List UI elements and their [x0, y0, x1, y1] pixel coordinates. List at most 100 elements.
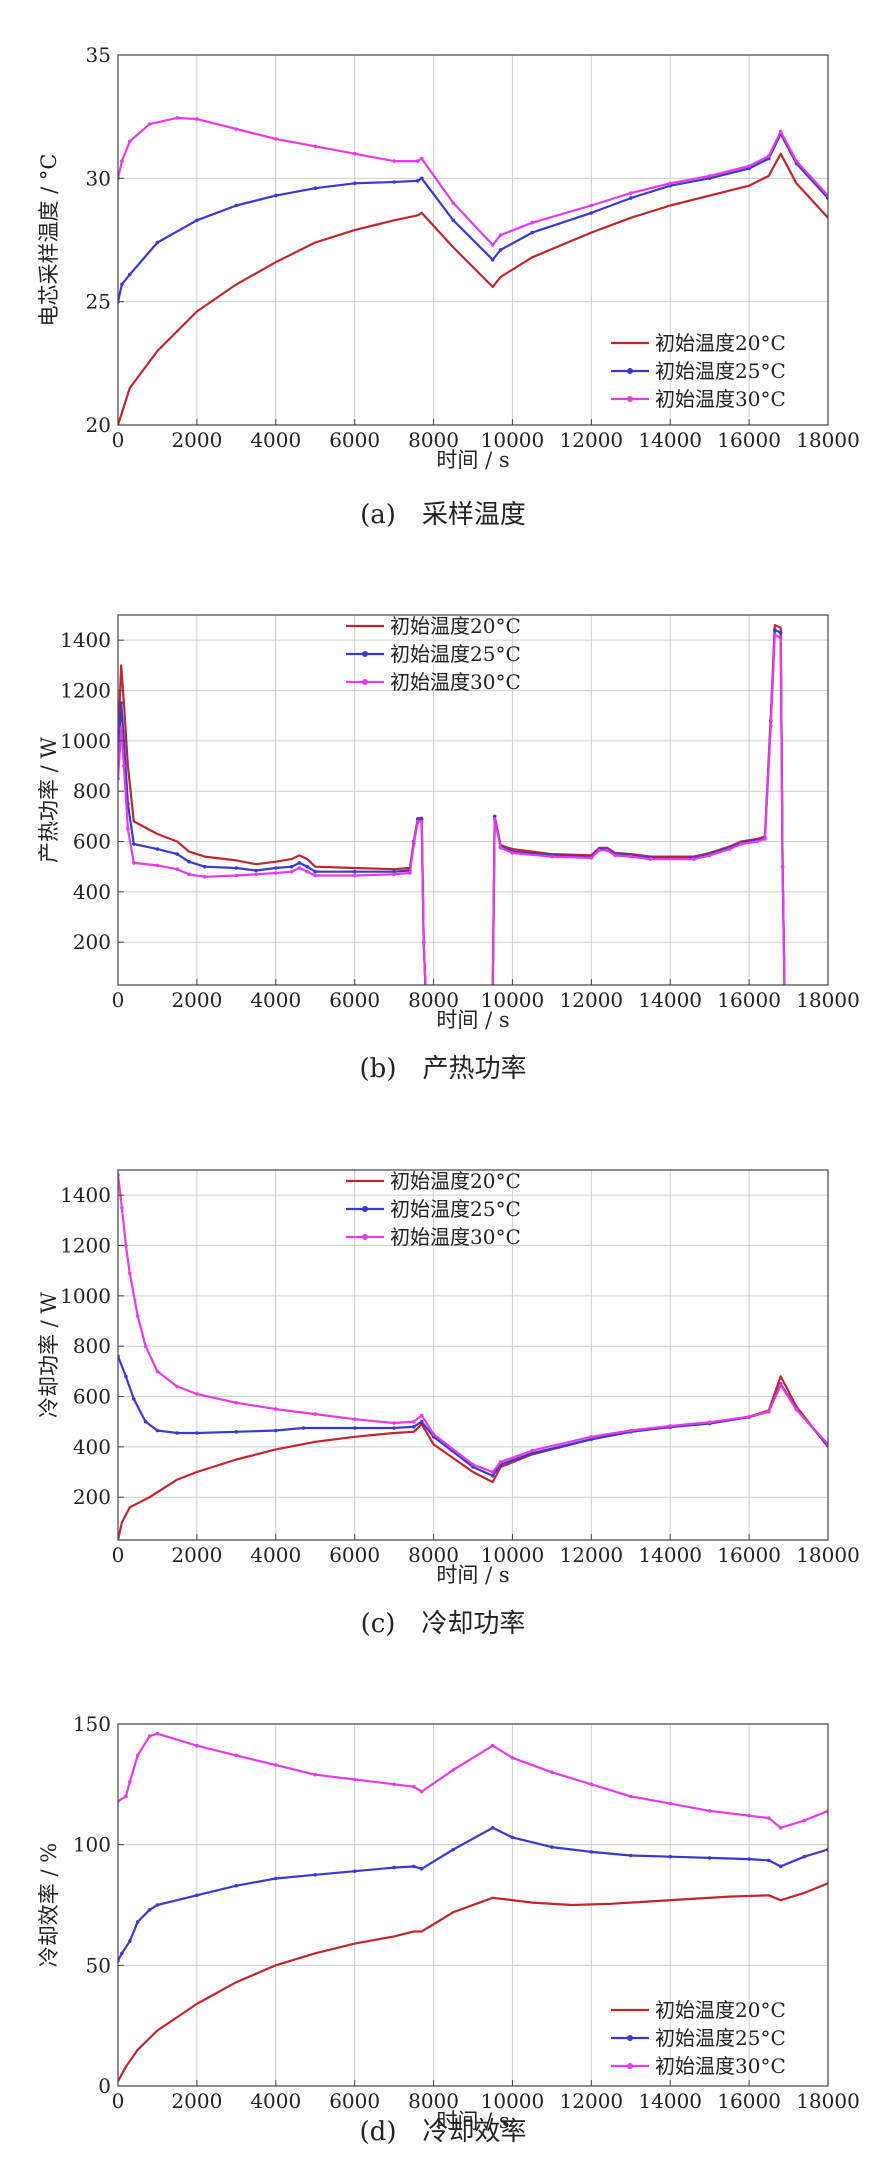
figure-caption: (a) 采样温度 [360, 500, 526, 530]
x-tick-label: 18000 [796, 2089, 860, 2113]
y-tick-label: 600 [73, 830, 111, 854]
legend-marker [362, 679, 368, 685]
data-point [135, 1920, 140, 1924]
data-point [668, 1801, 672, 1806]
data-point [289, 864, 294, 869]
x-tick-label: 2000 [171, 988, 222, 1012]
legend-marker [362, 1206, 368, 1212]
data-point [128, 1271, 132, 1275]
x-tick-label: 10000 [481, 2089, 545, 2113]
series-line-3 [118, 116, 828, 246]
figure-caption: (c) 冷却功率 [361, 1609, 526, 1639]
y-tick-label: 0 [98, 2074, 111, 2098]
data-point [305, 864, 310, 869]
data-point [352, 1426, 357, 1430]
data-point [490, 1743, 495, 1748]
series-line-2 [118, 1355, 828, 1477]
x-tick-label: 10000 [481, 1543, 545, 1567]
data-point [313, 186, 318, 190]
data-point [778, 129, 783, 134]
data-point [175, 867, 179, 871]
x-tick-label: 4000 [250, 988, 301, 1012]
data-point [155, 1428, 160, 1433]
data-point [187, 872, 191, 877]
data-point [773, 633, 777, 637]
data-point [135, 1753, 140, 1758]
data-point [613, 853, 617, 858]
y-tick-label: 400 [73, 1435, 111, 1459]
data-point [490, 1826, 495, 1830]
data-point [767, 154, 771, 158]
legend-label-2: 初始温度25°C [390, 1197, 521, 1221]
y-tick-label: 50 [86, 1953, 111, 1977]
y-tick-label: 200 [73, 930, 111, 954]
data-point [120, 282, 124, 287]
data-point [498, 248, 503, 252]
y-axis-title: 冷却效率 / % [37, 1843, 61, 1967]
data-point [175, 1384, 179, 1389]
data-point [778, 630, 783, 635]
data-point [747, 1414, 751, 1419]
x-tick-label: 10000 [481, 988, 545, 1012]
data-point [155, 240, 160, 245]
data-point [234, 1883, 239, 1888]
data-point [352, 1417, 357, 1421]
data-point [648, 857, 653, 861]
data-point [490, 1470, 495, 1474]
data-point [352, 869, 357, 874]
figure-caption: (b) 产热功率 [360, 1054, 527, 1084]
data-point [419, 819, 424, 824]
data-point [778, 1383, 783, 1387]
x-tick-label: 2000 [171, 428, 222, 452]
series-line-2 [118, 132, 828, 302]
x-tick-label: 6000 [329, 1543, 380, 1567]
data-point [234, 1401, 239, 1405]
data-point [124, 1243, 128, 1248]
data-point [195, 218, 199, 223]
data-point [195, 1893, 199, 1898]
y-tick-label: 150 [73, 1712, 111, 1736]
data-point [274, 1428, 278, 1433]
data-point [767, 1409, 771, 1414]
x-tick-label: 6000 [329, 428, 380, 452]
data-point [352, 181, 357, 186]
data-point [629, 1794, 633, 1799]
data-point [352, 873, 357, 878]
data-point [155, 863, 160, 868]
data-point [498, 846, 503, 850]
x-tick-label: 18000 [796, 988, 860, 1012]
data-point [274, 871, 278, 875]
data-point [629, 196, 633, 200]
x-tick-label: 14000 [638, 988, 702, 1012]
x-tick-label: 14000 [638, 2089, 702, 2113]
data-point [794, 159, 799, 163]
data-point [274, 1876, 278, 1881]
data-point [147, 1734, 152, 1738]
data-point [629, 1428, 633, 1433]
data-point [589, 856, 594, 860]
x-tick-label: 4000 [250, 2089, 301, 2113]
x-axis-title: 时间 / s [436, 1008, 509, 1032]
data-point [629, 1853, 633, 1858]
data-point [155, 1731, 160, 1736]
data-point [254, 872, 258, 877]
x-tick-label: 8000 [408, 1543, 459, 1567]
data-point [490, 257, 495, 262]
x-tick-label: 14000 [638, 1543, 702, 1567]
plot-frame [117, 1169, 829, 1541]
plot-frame [117, 614, 829, 986]
data-point [352, 1869, 357, 1873]
y-tick-label: 1000 [60, 729, 111, 753]
legend-marker [627, 2063, 633, 2069]
data-point [451, 1847, 456, 1852]
y-tick-label: 1200 [60, 1234, 111, 1258]
data-point [692, 857, 696, 861]
x-tick-label: 8000 [408, 988, 459, 1012]
data-point [451, 1768, 456, 1772]
y-tick-label: 30 [86, 166, 111, 190]
legend-label-1: 初始温度20°C [655, 331, 786, 355]
legend-label-1: 初始温度20°C [390, 1169, 521, 1193]
data-point [120, 159, 124, 163]
data-point [128, 1939, 132, 1943]
data-point [274, 866, 278, 870]
